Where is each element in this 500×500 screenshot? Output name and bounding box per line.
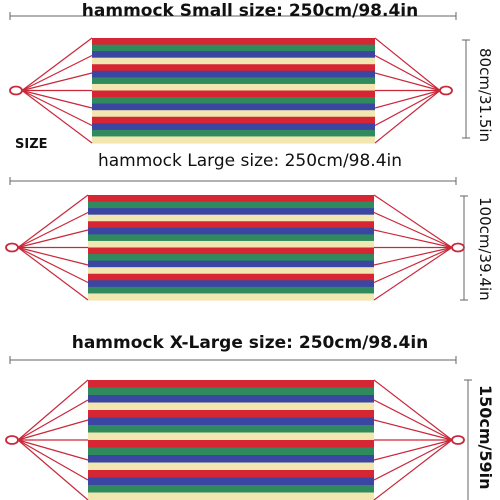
large-hammock-stripe — [88, 293, 374, 301]
small-right-ring — [439, 85, 453, 96]
small-hammock-stripe — [92, 136, 375, 144]
xlarge-hammock-stripe — [88, 470, 374, 479]
small-rope-left — [21, 90, 93, 144]
large-hammock-stripe — [88, 286, 374, 295]
small-hammock-stripe — [92, 64, 375, 72]
xlarge-hammock-stripe — [88, 402, 374, 411]
large-rope-right — [373, 229, 453, 249]
large-hammock-stripe — [88, 280, 374, 288]
xlarge-hammock-stripe — [88, 432, 374, 441]
xlarge-rope-right — [373, 419, 453, 441]
xlarge-hammock-stripe — [88, 395, 374, 404]
large-rope-right — [373, 194, 453, 248]
small-hammock-stripe — [92, 90, 375, 98]
small-hammock-stripe — [92, 129, 375, 138]
large-rope-left — [17, 194, 89, 248]
large-hammock-stripe — [88, 227, 374, 235]
large-hammock-stripe — [88, 240, 374, 249]
small-rope-left — [21, 37, 93, 91]
large-rope-left — [17, 229, 89, 249]
small-hammock-stripe — [92, 57, 375, 65]
xlarge-rope-left — [17, 439, 89, 461]
small-rope-right — [374, 54, 441, 92]
small-hammock-stripe — [92, 97, 375, 105]
small-rope-left — [21, 89, 93, 127]
large-right-ring — [451, 242, 465, 253]
small-hammock-stripe — [92, 103, 375, 111]
large-hammock-stripe — [88, 214, 374, 222]
xlarge-hammock-stripe — [88, 492, 374, 500]
xlarge-rope-left — [17, 439, 89, 500]
large-rope-right — [373, 211, 453, 249]
small-hammock-stripe — [92, 70, 375, 78]
large-hammock-title: hammock Large size: 250cm/98.4in — [97, 151, 403, 171]
large-hammock-stripe — [88, 195, 374, 203]
large-rope-left — [17, 246, 89, 266]
small-hammock-width-label: 80cm/31.5in — [476, 48, 494, 143]
large-hammock-stripe — [88, 201, 374, 209]
large-hammock-stripe — [88, 234, 374, 242]
small-rope-right — [374, 37, 441, 91]
xlarge-hammock-stripe — [88, 380, 374, 389]
xlarge-hammock-stripe — [88, 425, 374, 434]
xlarge-hammock-title: hammock X-Large size: 250cm/98.4in — [71, 333, 429, 353]
xlarge-hammock-stripe — [88, 387, 374, 396]
small-rope-left — [21, 54, 93, 92]
small-rope-right — [374, 72, 441, 92]
small-rope-right — [374, 90, 441, 144]
xlarge-rope-right — [373, 439, 453, 481]
xlarge-left-ring — [5, 435, 19, 445]
large-rope-left — [17, 211, 89, 249]
small-hammock-stripe — [92, 77, 375, 85]
large-rope-right — [373, 246, 453, 284]
large-hammock-stripe — [88, 247, 374, 255]
small-hammock-stripe — [92, 116, 375, 124]
large-rope-right — [373, 246, 453, 266]
xlarge-rope-left — [17, 419, 89, 441]
small-rope-left — [21, 72, 93, 92]
large-hammock-stripe — [88, 267, 374, 275]
xlarge-hammock-stripe — [88, 455, 374, 464]
xlarge-hammock-stripe — [88, 410, 374, 419]
large-hammock-stripe — [88, 208, 374, 216]
small-hammock-stripe — [92, 83, 375, 92]
small-hammock-stripe — [92, 123, 375, 131]
xlarge-hammock-stripe — [88, 440, 374, 449]
xlarge-rope-right — [373, 379, 453, 441]
large-hammock-stripe — [88, 254, 374, 262]
large-hammock-stripe — [88, 273, 374, 281]
small-rope-right — [374, 89, 441, 127]
large-hammock-stripe — [88, 260, 374, 268]
large-hammock-width-label: 100cm/39.4in — [476, 197, 494, 301]
large-left-ring — [5, 242, 19, 253]
xlarge-hammock-width-label: 150cm/59in — [476, 385, 495, 490]
xlarge-hammock-stripe — [88, 477, 374, 486]
xlarge-right-ring — [451, 435, 465, 445]
large-hammock-stripe — [88, 221, 374, 229]
size-tag: SIZE — [15, 137, 48, 152]
large-rope-left — [17, 247, 89, 301]
small-rope-left — [21, 89, 93, 109]
xlarge-rope-right — [373, 439, 453, 500]
small-hammock-stripe — [92, 38, 375, 46]
large-rope-right — [373, 247, 453, 301]
large-rope-left — [17, 246, 89, 284]
small-rope-right — [374, 89, 441, 109]
small-hammock-title: hammock Small size: 250cm/98.4in — [81, 1, 419, 21]
xlarge-hammock-stripe — [88, 485, 374, 494]
small-left-ring — [9, 85, 23, 96]
xlarge-rope-right — [373, 399, 453, 441]
small-hammock-stripe — [92, 51, 375, 59]
xlarge-rope-left — [17, 379, 89, 441]
small-hammock-stripe — [92, 110, 375, 118]
small-hammock-stripe — [92, 44, 375, 52]
xlarge-rope-left — [17, 399, 89, 441]
xlarge-rope-left — [17, 439, 89, 481]
xlarge-hammock-stripe — [88, 417, 374, 426]
xlarge-hammock-stripe — [88, 462, 374, 471]
xlarge-rope-right — [373, 439, 453, 461]
xlarge-hammock-stripe — [88, 447, 374, 456]
